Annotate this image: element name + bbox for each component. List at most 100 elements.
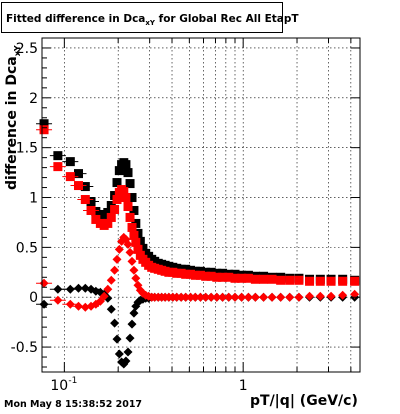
data-point-square <box>86 197 96 207</box>
data-point-diamond <box>127 256 137 266</box>
data-point-square <box>186 269 196 279</box>
data-point-square <box>65 172 75 182</box>
data-point-diamond <box>112 334 122 344</box>
data-point-diamond <box>338 290 348 300</box>
data-point-diamond <box>350 289 360 299</box>
data-point-square <box>123 201 133 211</box>
data-point-diamond <box>206 292 216 302</box>
data-point-square <box>125 179 135 189</box>
data-point-diamond <box>125 333 135 343</box>
data-point-diamond <box>186 292 196 302</box>
data-point-diamond <box>106 304 116 314</box>
data-point-square <box>285 275 295 285</box>
data-point-square <box>259 274 269 284</box>
y-axis-title-text: difference in Dca <box>4 56 20 190</box>
data-point-diamond <box>212 292 222 302</box>
data-point-square <box>294 275 304 285</box>
data-point-square <box>237 273 247 283</box>
chart-title: Fitted difference in DcaxY for Global Re… <box>6 13 299 27</box>
data-point-square <box>250 274 260 284</box>
chart-title-suffix: for Global Rec All EtapT <box>154 13 299 25</box>
data-point-diamond <box>53 284 63 294</box>
data-point-square <box>181 269 191 279</box>
x-axis-title: pT/|q| (GeV/c) <box>250 393 358 409</box>
chart-title-subscript: xY <box>145 19 155 28</box>
data-point-square <box>103 207 113 217</box>
data-point-square <box>206 271 216 281</box>
title-box: Fitted difference in DcaxY for Global Re… <box>1 2 299 33</box>
data-point-square <box>138 243 148 253</box>
y-tick-label: 2.5 <box>16 41 38 57</box>
data-point-square <box>190 270 200 280</box>
data-point-diamond <box>201 292 211 302</box>
data-point-diamond <box>39 278 49 288</box>
data-point-square <box>267 274 277 284</box>
data-point-square <box>114 166 124 176</box>
data-point-diamond <box>114 244 124 254</box>
data-point-diamond <box>80 302 90 312</box>
data-point-diamond <box>326 291 336 301</box>
data-point-diamond <box>53 295 63 305</box>
data-point-diamond <box>123 347 133 357</box>
data-point-diamond <box>181 292 191 302</box>
data-point-square <box>112 195 122 205</box>
data-point-diamond <box>65 299 75 309</box>
data-point-square <box>74 181 84 191</box>
data-point-diamond <box>224 292 234 302</box>
data-point-diamond <box>99 291 109 301</box>
data-point-square <box>91 206 101 216</box>
data-point-square <box>53 151 63 161</box>
y-tick-label: 0.5 <box>16 240 38 256</box>
data-point-diamond <box>65 284 75 294</box>
data-point-diamond <box>131 273 141 283</box>
data-point-square <box>91 214 101 224</box>
data-point-square <box>127 222 137 232</box>
chart-title-prefix: Fitted difference in Dca <box>6 13 146 25</box>
data-point-square <box>129 230 139 240</box>
y-tick-label: -0.5 <box>11 340 38 356</box>
series-1 <box>36 125 360 286</box>
data-point-diamond <box>267 292 277 302</box>
data-point-square <box>181 264 191 274</box>
data-point-square <box>176 268 186 278</box>
data-point-square <box>350 276 360 286</box>
y-tick-label: 1 <box>29 191 38 207</box>
data-point-diamond <box>190 292 200 302</box>
data-point-square <box>121 193 131 203</box>
data-point-diamond <box>129 308 139 318</box>
data-point-square <box>129 205 139 215</box>
data-point-square <box>74 169 84 179</box>
data-point-square <box>224 272 234 282</box>
data-point-square <box>276 275 286 285</box>
plot-frame <box>41 37 361 373</box>
data-point-diamond <box>80 283 90 293</box>
data-point-diamond <box>106 275 116 285</box>
x-tick-label-exponent: -1 <box>68 376 77 386</box>
y-tick-label: 2 <box>29 91 38 107</box>
data-point-diamond <box>110 318 120 328</box>
data-point-square <box>86 205 96 215</box>
data-point-square <box>121 160 131 170</box>
data-point-diamond <box>103 284 113 294</box>
data-point-diamond <box>315 291 325 301</box>
data-point-diamond <box>230 292 240 302</box>
data-point-diamond <box>250 292 260 302</box>
series-layer <box>36 119 360 369</box>
y-tick-label: 1.5 <box>16 141 38 157</box>
data-point-diamond <box>125 247 135 257</box>
data-point-square <box>131 237 141 247</box>
data-point-square <box>80 195 90 205</box>
data-point-diamond <box>176 292 186 302</box>
data-point-square <box>338 276 348 286</box>
data-point-diamond <box>218 292 228 302</box>
data-point-square <box>212 272 222 282</box>
data-point-square <box>103 218 113 228</box>
y-axis-title-subscript: xY <box>12 45 22 57</box>
data-point-diamond <box>114 349 124 359</box>
y-axis-title: difference in DcaxY <box>4 0 22 190</box>
data-point-square <box>125 212 135 222</box>
data-point-diamond <box>259 292 269 302</box>
data-point-diamond <box>305 291 315 301</box>
y-tick-label: 0 <box>29 290 38 306</box>
